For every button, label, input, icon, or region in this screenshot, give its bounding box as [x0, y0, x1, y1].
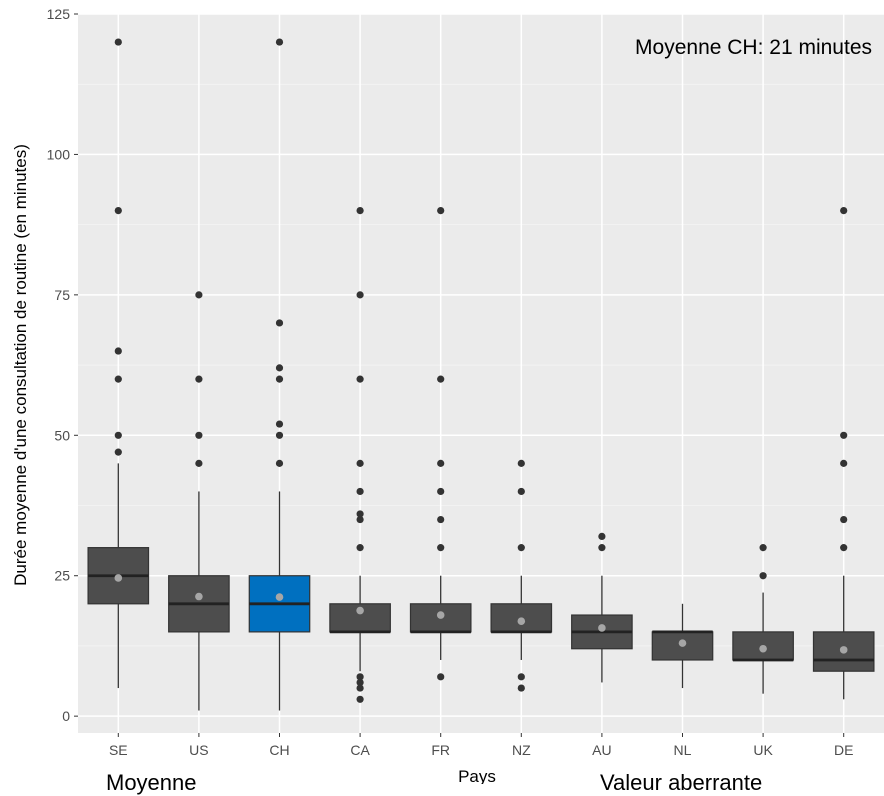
y-tick-label: 125 [47, 6, 71, 22]
footer-right-label: Valeur aberrante [600, 770, 763, 795]
outlier-point [114, 448, 122, 456]
mean-point [678, 639, 687, 647]
outlier-point [275, 38, 284, 46]
outlier-point [195, 375, 203, 383]
mean-point [759, 644, 767, 653]
y-tick-label: 50 [54, 427, 70, 443]
outlier-point [437, 459, 445, 467]
outlier-point [437, 207, 445, 215]
x-tick-label: CA [350, 742, 370, 758]
y-tick-label: 0 [62, 708, 70, 724]
outlier-point [275, 364, 284, 372]
outlier-point [356, 695, 364, 703]
outlier-point [759, 544, 767, 552]
outlier-point [840, 207, 848, 215]
outlier-point [356, 459, 364, 467]
x-tick-label: US [189, 742, 208, 758]
outlier-point [275, 375, 284, 383]
outlier-point [195, 431, 203, 439]
mean-point [356, 606, 364, 615]
mean-point [839, 646, 848, 654]
mean-point [598, 624, 606, 632]
mean-point [275, 593, 284, 601]
mean-point [517, 617, 526, 626]
outlier-point [437, 515, 445, 524]
outlier-point [275, 319, 284, 327]
outlier-point [356, 515, 364, 524]
x-tick-label: DE [834, 742, 853, 758]
outlier-point [517, 544, 525, 552]
mean-point [195, 592, 203, 601]
footer-left-label: Moyenne [106, 770, 197, 795]
x-tick-label: NL [674, 742, 692, 758]
outlier-point [275, 459, 284, 467]
outlier-point [598, 532, 606, 540]
outlier-point [114, 375, 122, 383]
outlier-point [114, 431, 122, 439]
outlier-point [114, 347, 122, 355]
outlier-point [275, 431, 284, 439]
outlier-point [437, 544, 445, 552]
outlier-point [356, 291, 364, 299]
outlier-point [840, 515, 848, 524]
outlier-point [275, 420, 284, 428]
boxes [87, 38, 875, 711]
outlier-point [840, 544, 848, 552]
mean-point [436, 611, 445, 619]
outlier-point [840, 459, 848, 467]
outlier-point [356, 684, 364, 692]
x-tick-label: SE [109, 742, 128, 758]
outlier-point [517, 487, 525, 496]
outlier-point [437, 375, 445, 383]
y-tick-label: 100 [47, 146, 71, 162]
y-tick-label: 25 [54, 568, 70, 584]
outlier-point [356, 673, 364, 681]
annotation-text: Moyenne CH: 21 minutes [635, 36, 872, 59]
outlier-point [356, 375, 364, 383]
x-axis-title: Pays [458, 767, 496, 784]
outlier-point [759, 572, 767, 580]
outlier-point [356, 510, 364, 518]
outlier-point [195, 459, 203, 467]
y-axis-title: Durée moyenne d'une consultation de rout… [11, 144, 30, 586]
outlier-point [517, 684, 525, 692]
outlier-point [356, 207, 364, 215]
y-tick-label: 75 [54, 287, 70, 303]
x-tick-label: FR [431, 742, 450, 758]
outlier-point [517, 459, 525, 467]
axes: 0 25 50 75 100 125 SE US CH CA FR NZ AU NL UK DE [47, 6, 854, 758]
mean-point [114, 574, 123, 582]
outlier-point [437, 673, 445, 681]
outlier-point [437, 487, 445, 496]
outlier-point [114, 38, 122, 46]
outlier-point [356, 487, 364, 496]
outlier-point [840, 431, 848, 439]
outlier-point [517, 673, 525, 681]
x-tick-label: UK [753, 742, 773, 758]
x-tick-label: NZ [512, 742, 531, 758]
outlier-point [598, 544, 606, 552]
x-tick-label: AU [592, 742, 611, 758]
outlier-point [195, 291, 203, 299]
outlier-point [356, 544, 364, 552]
outlier-point [114, 207, 122, 215]
outlier-point [356, 678, 364, 687]
x-tick-label: CH [269, 742, 289, 758]
